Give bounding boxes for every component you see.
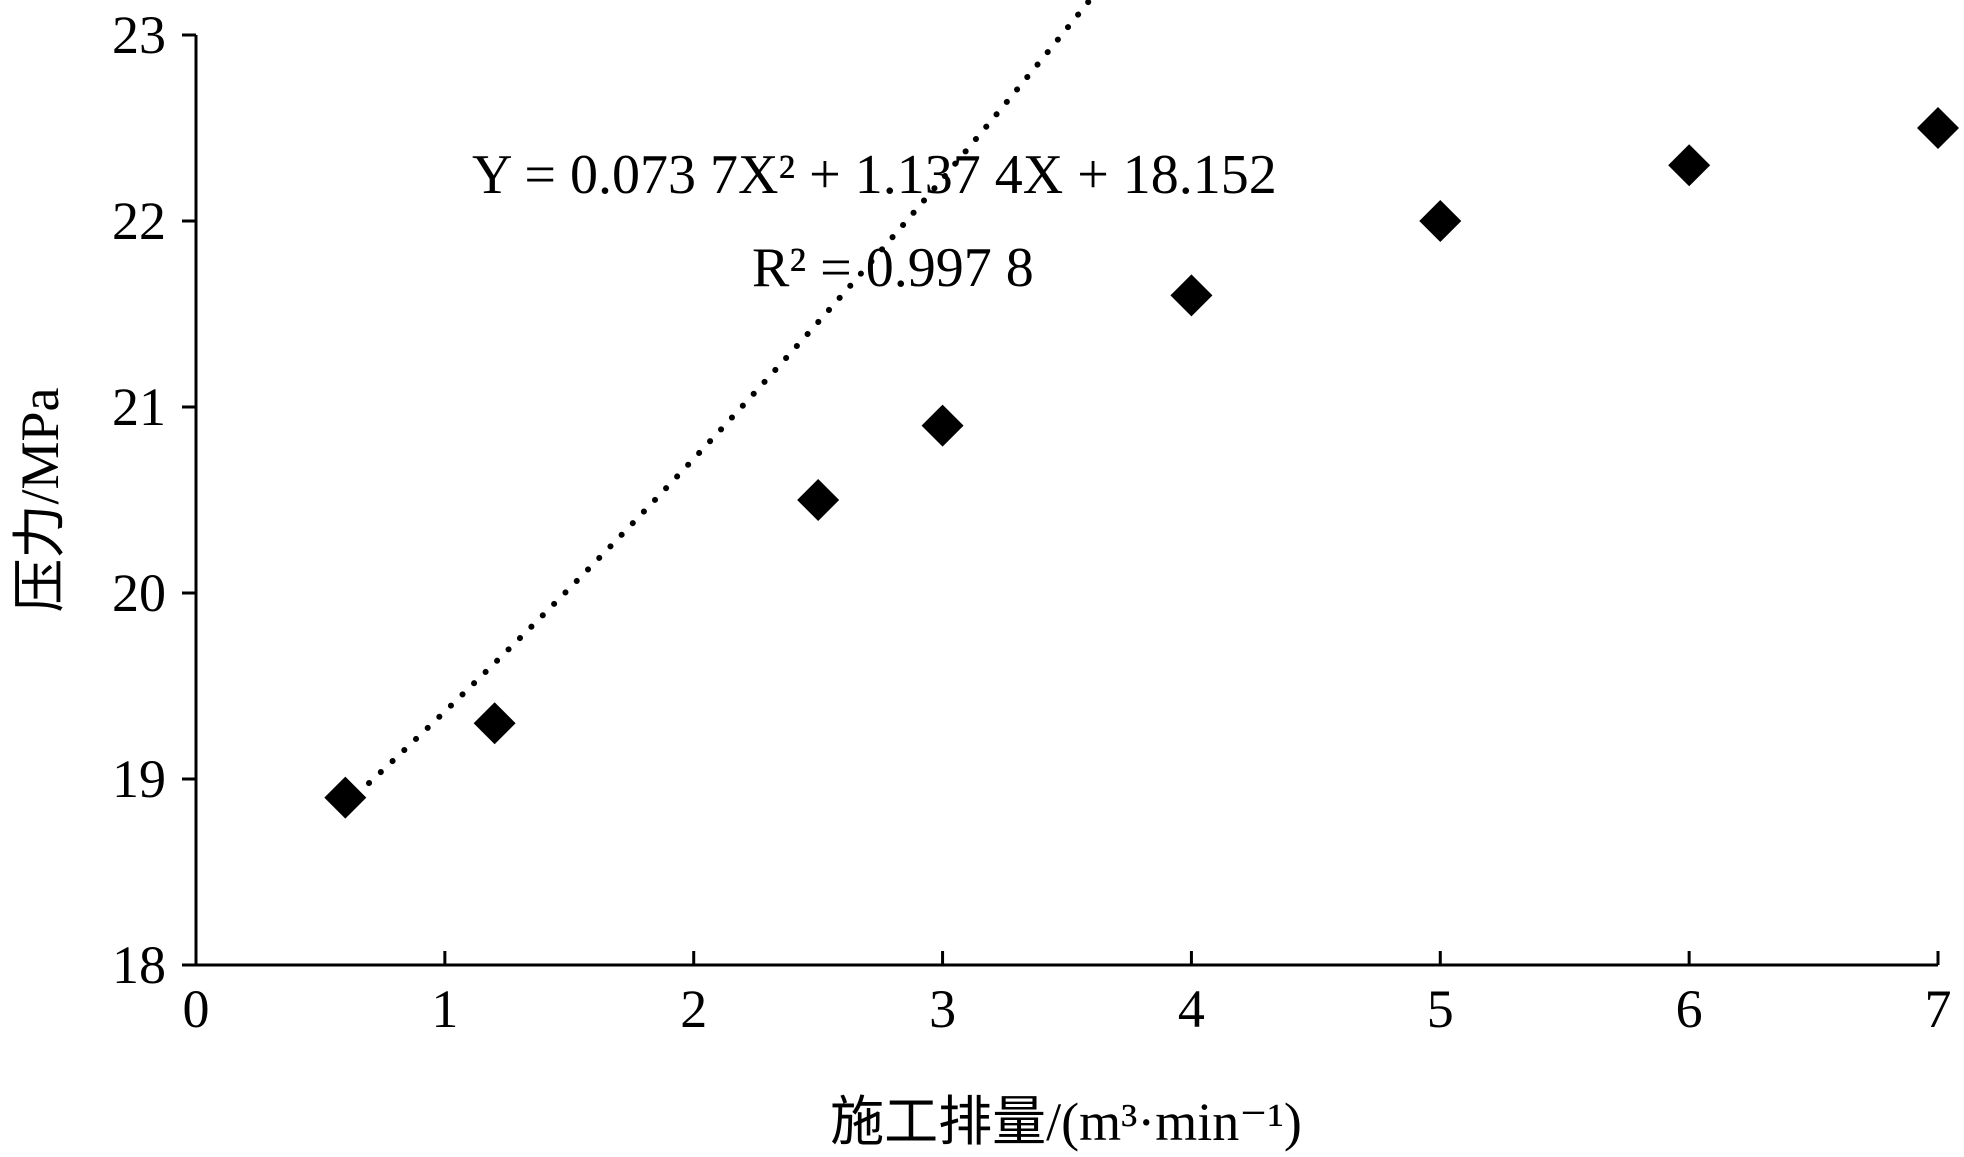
y-tick-label: 23 — [112, 5, 166, 65]
data-point — [1419, 200, 1462, 242]
trendline-layer — [342, 0, 1094, 808]
trendline-r-squared: R² = 0.997 8 — [752, 237, 1034, 299]
x-tick-label: 6 — [1676, 979, 1703, 1039]
trendline-equation: Y = 0.073 7X² + 1.137 4X + 18.152 — [472, 144, 1277, 206]
data-point — [473, 702, 516, 745]
data-points-layer — [324, 107, 1959, 819]
data-point — [921, 404, 964, 447]
data-point — [797, 479, 840, 521]
data-point — [1917, 107, 1959, 149]
data-point — [1170, 274, 1213, 317]
x-tick-label: 1 — [431, 979, 458, 1039]
y-tick-label: 18 — [112, 935, 166, 995]
data-point — [1668, 144, 1711, 187]
plot-frame — [194, 35, 1938, 967]
y-tick-label: 19 — [112, 749, 166, 809]
x-tick-label: 0 — [183, 979, 210, 1039]
x-tick-label: 2 — [680, 979, 707, 1039]
y-axis-title: 压力/MPa — [10, 387, 70, 612]
data-point — [324, 776, 367, 819]
trendline — [342, 0, 1094, 808]
x-tick-label: 3 — [929, 979, 956, 1039]
x-tick-label: 5 — [1427, 979, 1454, 1039]
y-tick-label: 21 — [112, 377, 166, 437]
x-tick-label: 7 — [1925, 979, 1952, 1039]
x-tick-label: 4 — [1178, 979, 1205, 1039]
y-tick-label: 22 — [112, 191, 166, 251]
x-axis-title: 施工排量/(m³·min⁻¹) — [830, 1092, 1302, 1152]
y-tick-label: 20 — [112, 563, 166, 623]
